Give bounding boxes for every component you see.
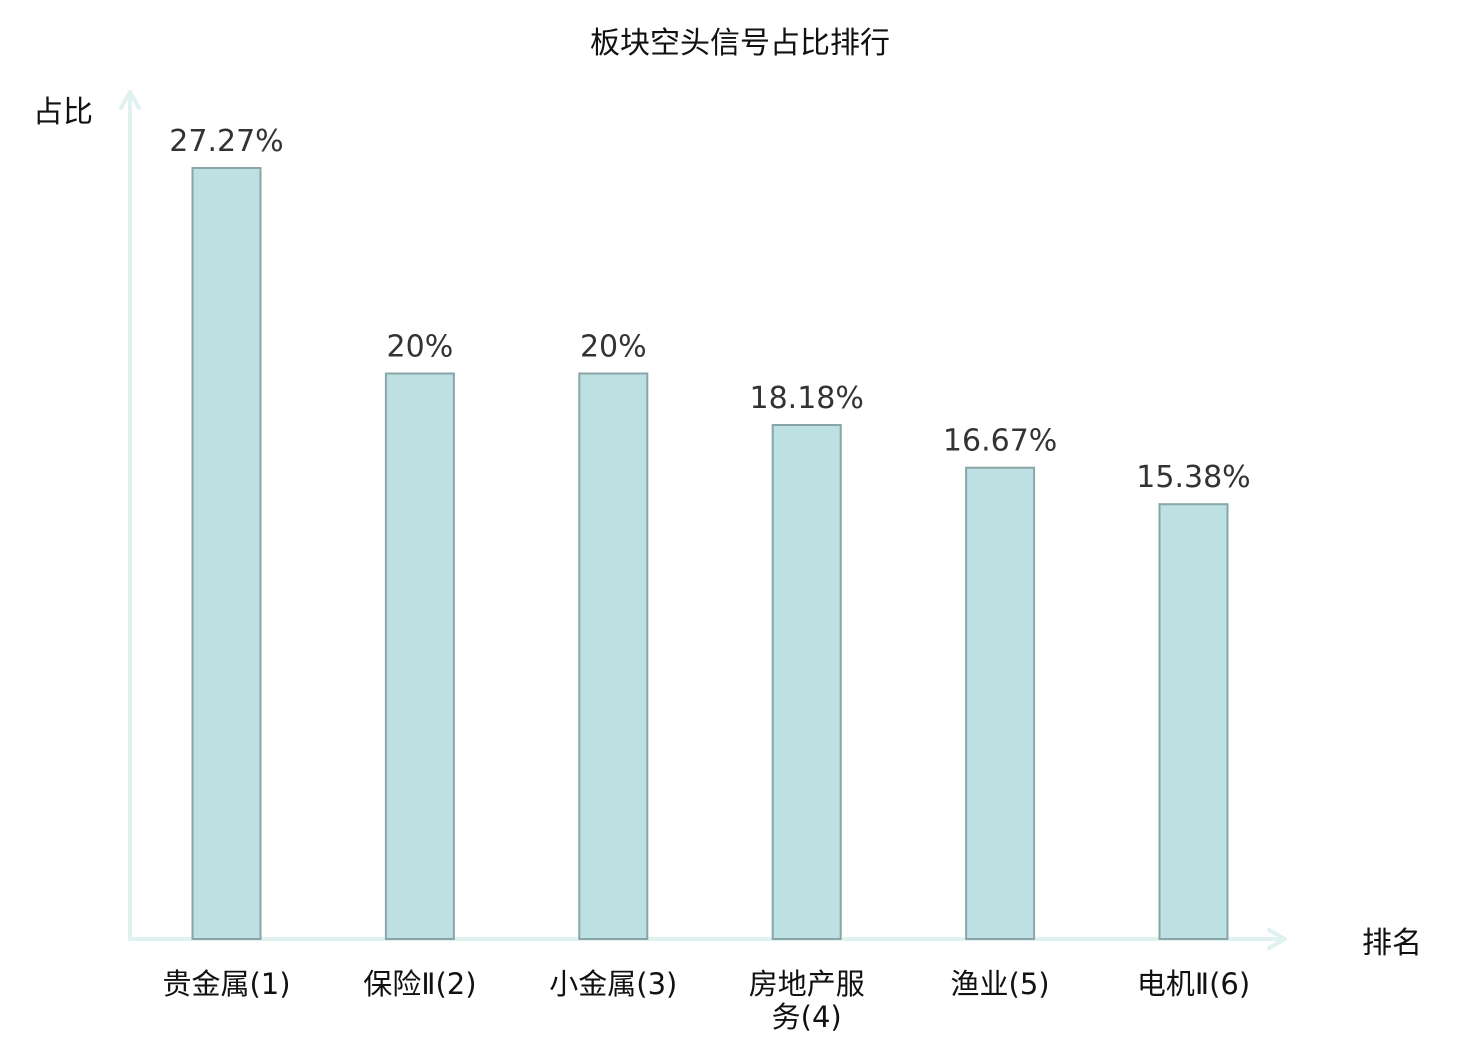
bar	[1158, 503, 1229, 940]
bar-value-label: 18.18%	[750, 381, 864, 416]
x-tick-label: 小金属(3)	[549, 967, 677, 1001]
bar-value-label: 15.38%	[1136, 460, 1250, 495]
x-tick-label-line: 保险Ⅱ(2)	[363, 967, 476, 1001]
bar-value-label: 27.27%	[169, 124, 283, 159]
bars-group	[191, 167, 1229, 940]
chart-title: 板块空头信号占比排行	[590, 26, 890, 61]
x-tick-label-line: 电机Ⅱ(6)	[1137, 967, 1250, 1001]
x-tick-label: 房地产服务(4)	[749, 967, 865, 1034]
bar	[578, 372, 649, 940]
bar	[191, 167, 262, 940]
x-axis-arrow	[1267, 928, 1287, 950]
bar	[965, 466, 1036, 940]
x-tick-label: 保险Ⅱ(2)	[363, 967, 476, 1001]
x-axis-label: 排名	[1362, 926, 1422, 961]
x-tick-label-line: 务(4)	[772, 1000, 842, 1034]
x-tick-label-line: 房地产服	[749, 967, 865, 1001]
y-axis-arrow	[119, 90, 141, 110]
y-axis-label: 占比	[33, 95, 93, 130]
bar-value-label: 20%	[580, 330, 647, 365]
bar-value-label: 16.67%	[943, 424, 1057, 459]
x-tick-label: 电机Ⅱ(6)	[1137, 967, 1250, 1001]
x-tick-label-line: 渔业(5)	[951, 967, 1050, 1001]
value-labels-group: 27.27% 20% 20% 18.18% 16.67% 15.38%	[169, 124, 1250, 495]
x-tick-label-line: 小金属(3)	[549, 967, 677, 1001]
x-tick-labels-group: 贵金属(1) 保险Ⅱ(2) 小金属(3) 房地产服务(4) 渔业(5) 电机Ⅱ(6)	[162, 967, 1250, 1034]
x-tick-label: 渔业(5)	[951, 967, 1050, 1001]
bar	[771, 424, 842, 940]
axes	[119, 90, 1287, 950]
x-tick-label-line: 贵金属(1)	[162, 967, 290, 1001]
x-tick-label: 贵金属(1)	[162, 967, 290, 1001]
bar	[384, 372, 455, 940]
bar-value-label: 20%	[387, 330, 454, 365]
